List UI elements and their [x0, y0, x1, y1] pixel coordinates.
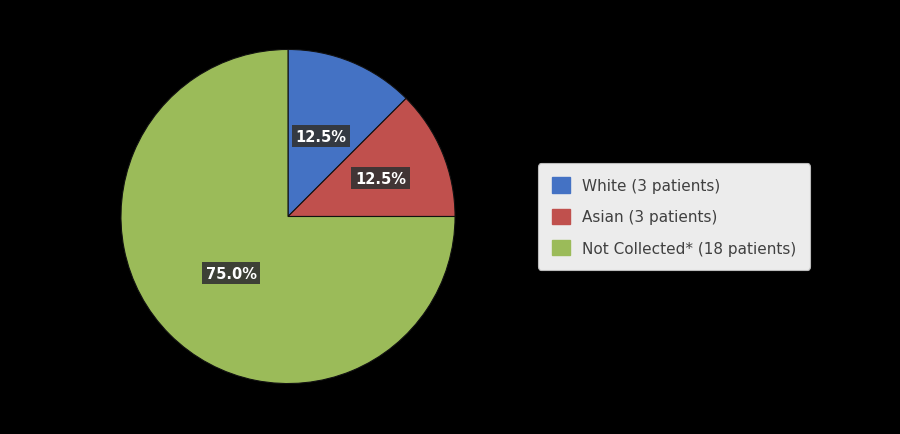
- Legend: White (3 patients), Asian (3 patients), Not Collected* (18 patients): White (3 patients), Asian (3 patients), …: [538, 164, 810, 270]
- Wedge shape: [121, 50, 455, 384]
- Text: 12.5%: 12.5%: [356, 171, 406, 186]
- Wedge shape: [288, 99, 455, 217]
- Wedge shape: [288, 50, 406, 217]
- Text: 75.0%: 75.0%: [206, 266, 256, 281]
- Text: 12.5%: 12.5%: [296, 129, 346, 145]
